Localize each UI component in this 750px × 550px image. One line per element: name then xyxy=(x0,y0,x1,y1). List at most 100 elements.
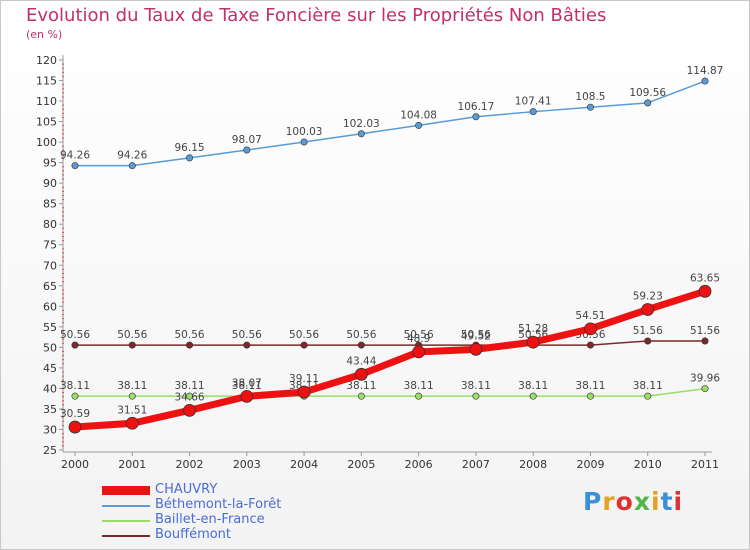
data-point xyxy=(357,130,365,138)
data-point xyxy=(357,392,365,400)
data-point xyxy=(243,146,251,154)
data-point xyxy=(412,345,426,359)
data-label: 39.96 xyxy=(690,373,720,385)
data-point xyxy=(71,341,79,349)
data-label: 38.11 xyxy=(175,380,205,392)
data-point xyxy=(644,392,652,400)
data-point xyxy=(701,385,709,393)
data-point xyxy=(300,138,308,146)
logo-letter: r xyxy=(602,487,616,516)
y-tick-label: 50 xyxy=(43,341,57,354)
data-label: 59.23 xyxy=(633,290,663,302)
series-line xyxy=(71,287,709,431)
data-point xyxy=(644,99,652,107)
logo-letter: i xyxy=(651,487,661,516)
data-point xyxy=(526,335,540,349)
y-tick-label: 30 xyxy=(43,423,57,436)
data-label: 38.11 xyxy=(117,380,147,392)
data-point xyxy=(586,341,594,349)
data-label: 50.56 xyxy=(117,329,147,341)
logo-letter: i xyxy=(673,487,684,516)
data-label: 104.08 xyxy=(400,109,437,121)
data-label: 38.11 xyxy=(232,380,262,392)
data-label: 31.51 xyxy=(117,404,147,416)
data-label: 94.26 xyxy=(60,150,90,162)
data-point xyxy=(71,392,79,400)
legend-label: Béthemont-la-Forêt xyxy=(155,497,282,512)
data-label: 114.87 xyxy=(687,65,724,77)
y-tick-label: 90 xyxy=(43,177,57,190)
logo-letter: t xyxy=(660,487,674,516)
data-point xyxy=(186,341,194,349)
data-point xyxy=(469,342,483,356)
x-tick-label: 2002 xyxy=(176,458,204,471)
logo-letter: x xyxy=(633,487,651,516)
data-point xyxy=(125,416,139,430)
data-point xyxy=(186,154,194,162)
data-label: 63.65 xyxy=(690,272,720,284)
y-tick-label: 55 xyxy=(43,321,57,334)
x-tick-label: 2004 xyxy=(290,458,318,471)
data-point xyxy=(472,113,480,121)
legend-swatch xyxy=(102,486,150,495)
data-label: 48.9 xyxy=(407,333,430,345)
data-label: 39.11 xyxy=(289,373,319,385)
data-label: 38.11 xyxy=(575,380,605,392)
data-point xyxy=(641,303,655,316)
data-label: 38.11 xyxy=(518,380,548,392)
data-point xyxy=(128,392,136,400)
data-label: 50.56 xyxy=(289,329,319,341)
legend-swatch xyxy=(102,505,150,507)
data-point xyxy=(243,341,251,349)
data-label: 38.11 xyxy=(60,380,90,392)
data-label: 38.11 xyxy=(404,380,434,392)
data-label: 43.44 xyxy=(346,355,376,367)
x-tick-label: 2008 xyxy=(519,458,547,471)
data-point xyxy=(354,367,368,381)
x-tick-label: 2005 xyxy=(347,458,375,471)
data-label: 94.26 xyxy=(117,150,147,162)
data-label: 30.59 xyxy=(60,408,90,420)
data-point xyxy=(644,337,652,345)
series-line xyxy=(74,387,706,397)
y-tick-label: 45 xyxy=(43,362,57,375)
data-point xyxy=(586,392,594,400)
legend-label: Baillet-en-France xyxy=(155,512,265,527)
y-tick-label: 80 xyxy=(43,218,57,231)
data-label: 51.28 xyxy=(518,323,548,335)
data-label: 54.51 xyxy=(575,310,605,322)
series-line xyxy=(74,340,706,346)
data-point xyxy=(529,392,537,400)
data-label: 98.07 xyxy=(232,134,262,146)
y-tick-label: 100 xyxy=(36,136,57,149)
y-tick-label: 40 xyxy=(43,382,57,395)
legend-swatch xyxy=(102,520,150,522)
data-label: 108.5 xyxy=(575,91,605,103)
x-tick-label: 2009 xyxy=(576,458,604,471)
logo-letter: o xyxy=(615,487,634,516)
y-tick-label: 110 xyxy=(36,95,57,108)
data-label: 50.56 xyxy=(404,329,434,341)
x-tick-label: 2007 xyxy=(462,458,490,471)
data-point xyxy=(71,162,79,170)
x-tick-label: 2010 xyxy=(634,458,662,471)
data-label: 50.56 xyxy=(175,329,205,341)
y-tick-label: 35 xyxy=(43,403,57,416)
data-point xyxy=(240,389,254,403)
data-label: 50.56 xyxy=(60,329,90,341)
data-point xyxy=(297,385,311,399)
logo-letter: P xyxy=(583,487,603,516)
chart-title: Evolution du Taux de Taxe Foncière sur l… xyxy=(26,5,607,26)
x-tick-label: 2011 xyxy=(691,458,719,471)
data-label: 51.56 xyxy=(690,325,720,337)
legend-label: Bouffémont xyxy=(155,527,232,542)
y-tick-label: 25 xyxy=(43,444,57,457)
y-tick-label: 115 xyxy=(36,75,57,88)
data-point xyxy=(68,420,82,434)
data-label: 34.66 xyxy=(175,391,205,403)
data-label: 38.11 xyxy=(633,380,663,392)
data-point xyxy=(701,77,709,85)
data-point xyxy=(183,403,196,417)
y-tick-label: 65 xyxy=(43,280,57,293)
